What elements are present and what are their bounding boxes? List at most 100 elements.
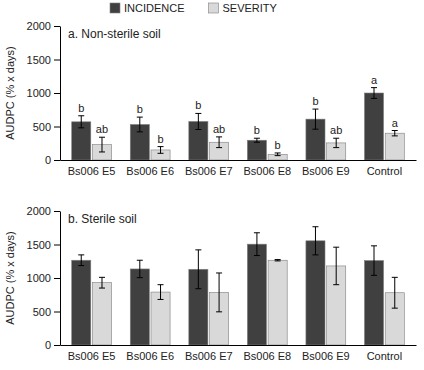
error-cap xyxy=(254,142,260,143)
error-bar xyxy=(195,250,201,289)
x-tick-label: Bs006 E5 xyxy=(68,165,116,177)
error-bar xyxy=(275,153,281,156)
error-bar xyxy=(99,137,105,152)
error-bar xyxy=(333,138,339,147)
x-tick: Bs006 E7 xyxy=(185,350,233,362)
bar xyxy=(268,154,287,160)
error-cap xyxy=(137,131,143,132)
error-cap xyxy=(333,284,339,285)
bar xyxy=(306,241,325,345)
error-cap xyxy=(195,129,201,130)
bar xyxy=(151,292,170,345)
error-cap xyxy=(275,259,281,260)
y-tick: 1500 xyxy=(27,239,60,251)
error-bar xyxy=(312,109,318,129)
error-bar xyxy=(158,147,164,154)
error-cap xyxy=(254,138,260,139)
x-tick-label: Bs006 E8 xyxy=(243,165,291,177)
y-tick-mark xyxy=(54,345,60,346)
y-tick-label: 500 xyxy=(33,306,51,318)
error-cap xyxy=(137,117,143,118)
bar xyxy=(385,133,404,160)
error-bar xyxy=(392,277,398,308)
error-stem xyxy=(160,147,161,154)
significance-letter: b xyxy=(78,102,84,114)
bar xyxy=(364,93,383,160)
x-tick-label: Bs006 E6 xyxy=(126,350,174,362)
bar xyxy=(247,140,266,160)
y-tick-label: 0 xyxy=(45,154,51,166)
y-tick-label: 1500 xyxy=(27,239,51,251)
error-bar xyxy=(158,285,164,300)
legend-label: SEVERITY xyxy=(223,2,278,14)
error-cap xyxy=(216,136,222,137)
error-cap xyxy=(371,87,377,88)
x-tick: Bs006 E8 xyxy=(243,350,291,362)
error-cap xyxy=(275,152,281,153)
y-axis-line xyxy=(60,27,61,161)
y-tick-mark xyxy=(54,245,60,246)
error-cap xyxy=(371,275,377,276)
x-axis-line xyxy=(61,345,417,346)
error-stem xyxy=(315,109,316,129)
panel-title: b. Sterile soil xyxy=(68,212,137,226)
error-stem xyxy=(139,260,140,277)
panel-title: a. Non-sterile soil xyxy=(68,27,161,41)
x-tick: Bs006 E5 xyxy=(68,165,116,177)
significance-letter: b xyxy=(137,103,143,115)
error-stem xyxy=(198,113,199,129)
y-tick: 500 xyxy=(33,306,60,318)
error-cap xyxy=(312,254,318,255)
error-cap xyxy=(371,98,377,99)
x-tick-label: Bs006 E7 xyxy=(185,165,233,177)
error-stem xyxy=(101,277,102,288)
x-tick: Bs006 E6 xyxy=(126,350,174,362)
error-cap xyxy=(195,288,201,289)
error-cap xyxy=(158,284,164,285)
error-cap xyxy=(254,232,260,233)
significance-letter: b xyxy=(312,95,318,107)
significance-letter: ab xyxy=(213,123,225,135)
significance-letter: ab xyxy=(96,123,108,135)
error-stem xyxy=(394,277,395,308)
error-stem xyxy=(81,116,82,128)
y-tick: 0 xyxy=(45,154,60,166)
significance-letter: ab xyxy=(330,124,342,136)
legend-swatch xyxy=(110,3,120,13)
error-bar xyxy=(78,255,84,266)
y-tick-label: 0 xyxy=(45,339,51,351)
error-cap xyxy=(137,260,143,261)
y-tick-label: 500 xyxy=(33,121,51,133)
bar xyxy=(72,260,91,345)
bar xyxy=(92,283,111,345)
error-stem xyxy=(101,137,102,152)
error-stem xyxy=(256,233,257,256)
y-tick-label: 2000 xyxy=(27,205,51,217)
error-bar xyxy=(99,277,105,288)
significance-letter: a xyxy=(371,74,378,86)
error-cap xyxy=(312,226,318,227)
y-tick-label: 1500 xyxy=(27,54,51,66)
x-tick: Bs006 E9 xyxy=(302,350,350,362)
error-bar xyxy=(216,273,222,312)
y-tick: 1000 xyxy=(27,272,60,284)
error-cap xyxy=(158,153,164,154)
y-tick: 2000 xyxy=(27,205,60,217)
x-tick: Control xyxy=(367,350,402,362)
x-tick-label: Bs006 E6 xyxy=(126,165,174,177)
error-cap xyxy=(333,147,339,148)
y-tick: 0 xyxy=(45,339,60,351)
error-bar xyxy=(392,131,398,136)
x-tick: Bs006 E5 xyxy=(68,350,116,362)
error-stem xyxy=(256,138,257,142)
error-cap xyxy=(392,308,398,309)
error-cap xyxy=(392,135,398,136)
error-stem xyxy=(336,138,337,147)
error-cap xyxy=(392,130,398,131)
y-tick: 1000 xyxy=(27,87,60,99)
error-stem xyxy=(315,227,316,255)
error-bar xyxy=(137,260,143,277)
significance-letter: a xyxy=(392,117,399,129)
y-tick-label: 1000 xyxy=(27,272,51,284)
x-tick-label: Bs006 E9 xyxy=(302,350,350,362)
